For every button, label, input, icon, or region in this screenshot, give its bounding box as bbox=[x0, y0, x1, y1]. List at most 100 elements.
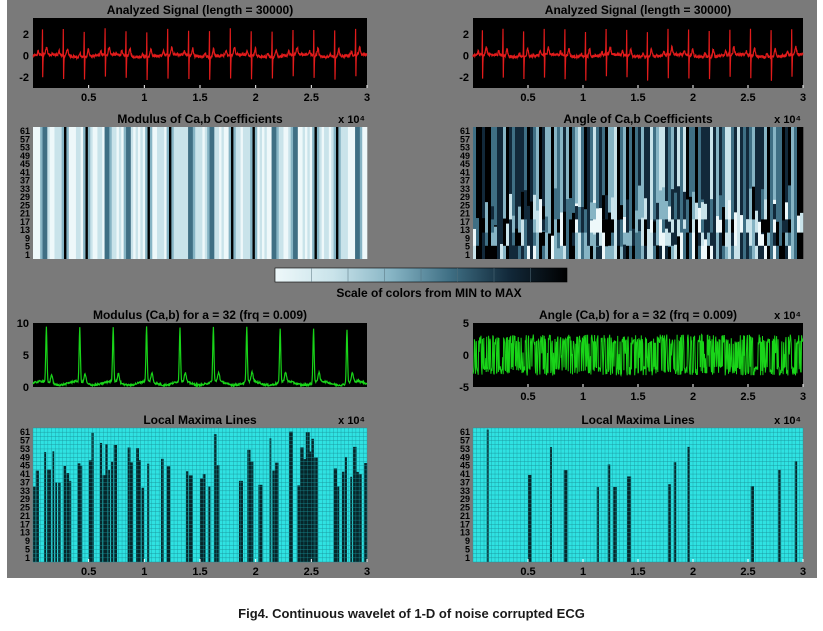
ang_coeff-cell bbox=[668, 206, 672, 220]
ang_coeff-cell bbox=[755, 127, 759, 259]
mod_coeff-cell bbox=[154, 127, 158, 259]
mod_coeff-title: Modulus of Ca,b Coefficients bbox=[117, 112, 283, 126]
mod_coeff-cell bbox=[180, 127, 184, 259]
ang_coeff-cell bbox=[797, 215, 801, 233]
ang_coeff-cell bbox=[611, 226, 615, 246]
mod_coeff-cell bbox=[80, 127, 84, 259]
mod_coeff-cell bbox=[231, 127, 234, 259]
mod_coeff-cell bbox=[209, 127, 213, 259]
ang_coeff-cell bbox=[674, 244, 678, 259]
sig_left-ytick-label: 0 bbox=[23, 51, 29, 63]
ang_coeff-cell bbox=[530, 216, 534, 246]
lml_left-dark-band bbox=[353, 446, 357, 562]
ang_coeff-cell bbox=[530, 127, 534, 259]
ang_coeff-cell bbox=[599, 208, 603, 233]
ang_coeff-scale-label: 61 bbox=[460, 126, 470, 136]
lml_right-xtick-label: 3 bbox=[800, 566, 806, 578]
ang_coeff-cell bbox=[644, 127, 648, 259]
lml_left-dark-band bbox=[130, 462, 133, 562]
ang_line-xtick-label: 3 bbox=[800, 391, 806, 403]
mod_coeff-scale-label: 41 bbox=[20, 167, 30, 177]
ang_coeff-scale-label: 25 bbox=[460, 200, 470, 210]
ang_line-ytick-label: -5 bbox=[459, 382, 469, 394]
ang_coeff-cell bbox=[548, 233, 552, 259]
mod_coeff-cell bbox=[166, 127, 170, 259]
lml_right-dark-band bbox=[687, 446, 690, 562]
mod_coeff-cell bbox=[159, 127, 163, 259]
lml_left-dark-band bbox=[166, 466, 171, 562]
mod_coeff-cell bbox=[362, 127, 365, 259]
sig_right-ytick-label: 0 bbox=[463, 51, 469, 63]
sig_left-xtick-label: 0.5 bbox=[81, 92, 96, 104]
ang_coeff-cell bbox=[593, 234, 597, 259]
mod_line-ytick-label: 5 bbox=[23, 350, 29, 362]
lml_left-dark-band bbox=[247, 449, 251, 562]
ang_line-series-line bbox=[472, 333, 804, 378]
mod_coeff-cell bbox=[104, 127, 108, 259]
ang_coeff-cell bbox=[626, 218, 630, 233]
ang_coeff-cell bbox=[704, 203, 708, 220]
lml_left-scale-label: 29 bbox=[20, 494, 30, 504]
mod_coeff-cell bbox=[68, 127, 72, 259]
ang_coeff-cell bbox=[539, 127, 543, 259]
ang_coeff-scale-label: 33 bbox=[460, 184, 470, 194]
ang_coeff-cell bbox=[542, 231, 546, 246]
ang_coeff-cell bbox=[566, 199, 570, 233]
mod_coeff-cell bbox=[257, 127, 260, 259]
lml_right-xtick-label: 2 bbox=[690, 566, 696, 578]
mod_coeff-cell bbox=[254, 127, 258, 259]
ang_coeff-cell bbox=[623, 216, 627, 233]
ang_coeff-cell bbox=[749, 222, 753, 246]
ang_coeff-cell bbox=[707, 234, 711, 259]
mod_coeff-cell bbox=[85, 127, 89, 259]
ang_coeff-cell bbox=[764, 199, 768, 220]
lml_left-scale-label: 5 bbox=[25, 544, 30, 554]
mod_coeff-cell bbox=[90, 127, 93, 259]
mod_coeff-cell bbox=[47, 127, 50, 259]
ang_coeff-cell bbox=[542, 206, 546, 220]
ang_coeff-cell bbox=[773, 203, 777, 220]
ang_coeff-cell bbox=[566, 225, 570, 259]
lml_right-scale-label: 45 bbox=[460, 461, 470, 471]
ang_coeff-cell bbox=[800, 127, 804, 259]
mod_coeff-cell bbox=[64, 127, 67, 259]
lml_right-scale-label: 21 bbox=[460, 511, 470, 521]
mod_coeff-cell bbox=[269, 127, 272, 259]
ang_coeff-cell bbox=[503, 218, 507, 246]
ang_coeff-cell bbox=[581, 207, 585, 233]
ang_coeff-cell bbox=[620, 127, 624, 259]
ang_coeff-cell bbox=[611, 197, 615, 220]
ang_coeff-cell bbox=[548, 127, 552, 259]
ang_coeff-cell bbox=[701, 202, 705, 220]
ang_coeff-cell bbox=[794, 127, 798, 259]
ang_coeff-cell bbox=[698, 127, 702, 259]
ang_coeff-cell bbox=[656, 202, 660, 220]
ang_coeff-cell bbox=[764, 208, 768, 233]
ang_coeff-cell bbox=[527, 205, 531, 233]
mod_coeff-cell bbox=[44, 127, 48, 259]
mod_coeff-cell bbox=[66, 127, 70, 259]
ang_coeff-cell bbox=[668, 127, 672, 259]
mod_line-title: Modulus (Ca,b) for a = 32 (frq = 0.009) bbox=[93, 308, 307, 322]
ang_coeff-cell bbox=[737, 127, 741, 259]
ang_coeff-cell bbox=[638, 185, 642, 220]
lml_left-xtick-label: 1.5 bbox=[192, 566, 207, 578]
ang_coeff-cell bbox=[512, 127, 516, 259]
mod_coeff-cell bbox=[216, 127, 220, 259]
mod_coeff-cell bbox=[164, 127, 167, 259]
lml_left-dark-band bbox=[216, 465, 220, 562]
ang_coeff-cell bbox=[596, 208, 600, 233]
ang_coeff-cell bbox=[491, 226, 495, 246]
lml_left-scale-label: 13 bbox=[20, 528, 30, 538]
mod_coeff-cell bbox=[314, 127, 318, 259]
ang_coeff-cell bbox=[473, 239, 477, 259]
lml_left-dark-band bbox=[275, 462, 279, 562]
mod_coeff-cell bbox=[233, 127, 237, 259]
ang_coeff-exponent: x 10⁴ bbox=[774, 114, 801, 126]
ang_coeff-cell bbox=[512, 215, 516, 233]
mod_coeff-cell bbox=[190, 127, 194, 259]
mod_coeff-scale-label: 57 bbox=[20, 134, 30, 144]
mod_coeff-cell bbox=[283, 127, 287, 259]
ang_coeff-cell bbox=[728, 200, 732, 220]
ang_coeff-cell bbox=[647, 127, 651, 259]
